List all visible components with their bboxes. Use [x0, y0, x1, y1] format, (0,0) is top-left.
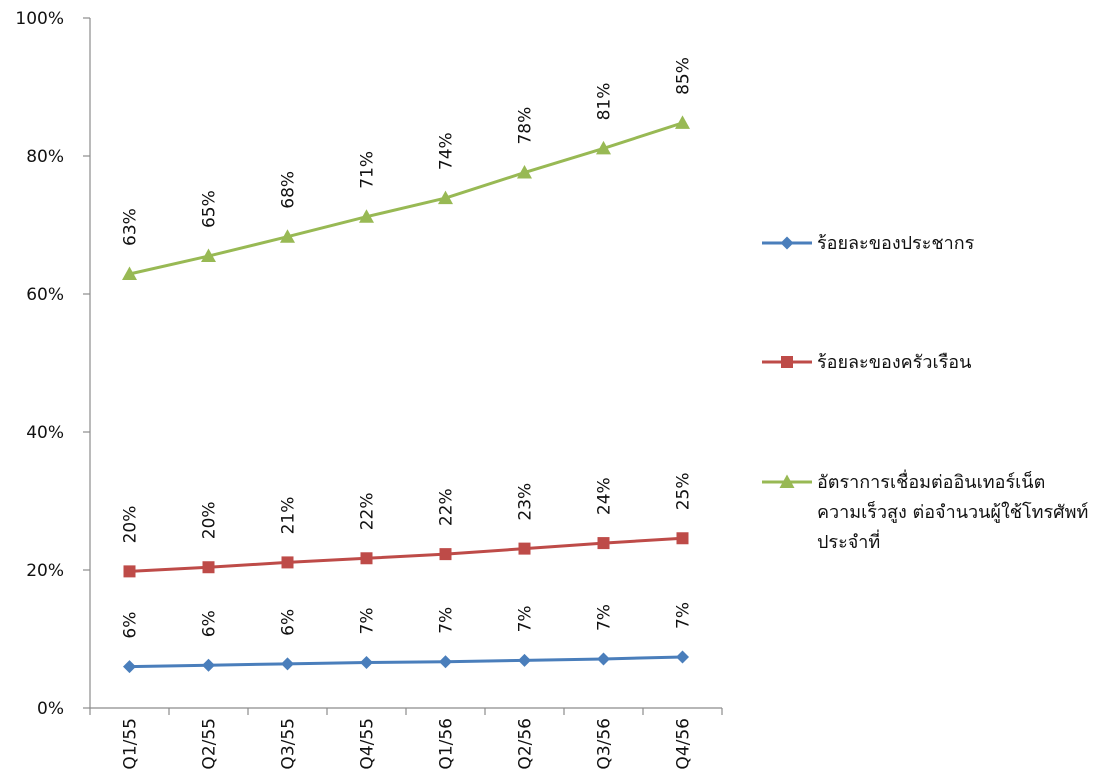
data-label: 6%	[121, 612, 141, 639]
data-point	[676, 650, 689, 664]
data-point	[360, 655, 373, 669]
y-tick-label: 100%	[15, 9, 64, 29]
data-point	[438, 190, 453, 205]
axes: 0% 20% 40% 60% 80% 100% Q1/55 Q2/55 Q3/55 Q4/55 Q1…	[15, 9, 723, 770]
y-tick-label: 20%	[26, 561, 64, 581]
data-point	[518, 653, 531, 667]
legend-label: อัตราการเชื่อมต่ออินเทอร์เน็ต	[817, 469, 1045, 493]
data-label: 6%	[200, 610, 220, 637]
x-tick-label: Q4/56	[674, 718, 694, 770]
x-tick-label: Q4/55	[358, 718, 378, 770]
data-point	[123, 565, 136, 578]
series-layer: 6% 6% 6% 7% 7% 7% 7% 7% 20% 20% 21% 22% 22% 23% 24% 25%…	[121, 57, 694, 674]
data-point	[359, 209, 374, 223]
data-label: 6%	[279, 609, 299, 636]
data-label: 23%	[516, 483, 536, 521]
data-label: 20%	[200, 501, 220, 539]
series-line	[129, 121, 683, 276]
data-point	[281, 556, 294, 569]
data-label: 63%	[121, 208, 141, 246]
data-point	[597, 652, 610, 666]
x-tick-label: Q3/56	[595, 718, 615, 770]
legend-swatch-marker	[779, 474, 795, 488]
data-label: 7%	[516, 605, 536, 632]
data-point	[201, 248, 216, 263]
data-label: 7%	[358, 607, 378, 634]
data-point	[281, 657, 294, 671]
data-point	[202, 658, 215, 672]
legend-label: ร้อยละของประชากร	[817, 233, 975, 254]
legend-label: ประจำที่	[817, 529, 880, 553]
legend-label: ความเร็วสูง ต่อจำนวนผู้ใช้โทรศัพท์	[817, 500, 1088, 523]
data-point	[597, 537, 610, 550]
data-point	[518, 542, 531, 555]
data-label: 85%	[674, 57, 694, 95]
data-label: 81%	[595, 83, 615, 121]
data-point	[439, 548, 452, 561]
data-point	[123, 660, 136, 674]
data-label: 21%	[279, 497, 299, 535]
data-label: 78%	[516, 107, 536, 145]
data-label: 22%	[358, 492, 378, 530]
legend-swatch-marker	[780, 236, 794, 250]
legend: ร้อยละของประชากรร้อยละของครัวเรือนอัตราก…	[762, 233, 1088, 553]
data-label: 7%	[674, 602, 694, 629]
series-line	[129, 536, 683, 573]
data-label: 25%	[674, 472, 694, 510]
data-label: 71%	[358, 151, 378, 189]
data-label: 65%	[200, 190, 220, 228]
series-line	[129, 655, 683, 669]
legend-entry-1: ร้อยละของประชากร	[762, 233, 975, 254]
data-point	[676, 532, 689, 545]
data-label: 20%	[121, 506, 141, 544]
series-1: 6% 6% 6% 7% 7% 7% 7% 7%	[121, 602, 694, 674]
x-tick-label: Q3/55	[279, 718, 299, 770]
data-point	[280, 229, 295, 243]
data-label: 24%	[595, 477, 615, 515]
legend-label: ร้อยละของครัวเรือน	[817, 352, 971, 373]
data-point	[675, 115, 690, 129]
x-tick-label: Q2/56	[516, 718, 536, 770]
data-point	[122, 266, 137, 280]
x-tick-label: Q1/55	[121, 718, 141, 770]
data-point	[202, 561, 215, 574]
data-point	[439, 655, 452, 669]
y-tick-label: 80%	[26, 147, 64, 167]
y-tick-label: 40%	[26, 423, 64, 443]
data-point	[517, 165, 532, 179]
data-label: 22%	[437, 488, 457, 526]
series-3: 63% 65% 68% 71% 74% 78% 81% 85%	[121, 57, 694, 280]
y-tick-label: 0%	[37, 699, 64, 719]
legend-swatch-marker	[781, 356, 793, 368]
x-tick-label: Q2/55	[200, 718, 220, 770]
data-point	[596, 140, 611, 155]
y-tick-label: 60%	[26, 285, 64, 305]
data-label: 74%	[437, 132, 457, 170]
data-label: 7%	[595, 604, 615, 631]
data-point	[360, 552, 373, 565]
x-tick-label: Q1/56	[437, 718, 457, 770]
data-label: 68%	[279, 171, 299, 209]
legend-entry-3: อัตราการเชื่อมต่ออินเทอร์เน็ตความเร็วสูง…	[762, 469, 1088, 553]
legend-entry-2: ร้อยละของครัวเรือน	[762, 352, 971, 373]
data-label: 7%	[437, 607, 457, 634]
series-2: 20% 20% 21% 22% 22% 23% 24% 25%	[121, 472, 694, 578]
